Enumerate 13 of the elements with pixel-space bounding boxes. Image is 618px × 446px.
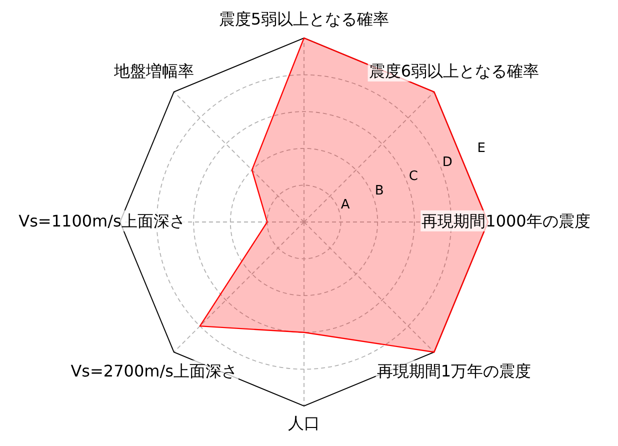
spoke-label: 震度6弱以上となる確率 <box>368 61 539 80</box>
spoke-label: Vs=2700m/s上面深さ <box>70 361 238 380</box>
spoke-label: 再現期間1000年の震度 <box>422 211 590 230</box>
spoke-label: 再現期間1万年の震度 <box>376 361 531 380</box>
spoke-label: Vs=1100m/s上面深さ <box>18 211 186 230</box>
y-tick-label: E <box>477 141 486 156</box>
y-tick-label: B <box>374 183 384 198</box>
y-tick-label: A <box>340 197 350 212</box>
spoke-label: 人口 <box>288 413 320 432</box>
y-tick-label: C <box>408 169 418 184</box>
spoke-label: 震度5弱以上となる確率 <box>218 9 390 28</box>
y-tick-label: D <box>442 155 452 170</box>
spoke-label: 地盤増幅率 <box>113 61 194 80</box>
